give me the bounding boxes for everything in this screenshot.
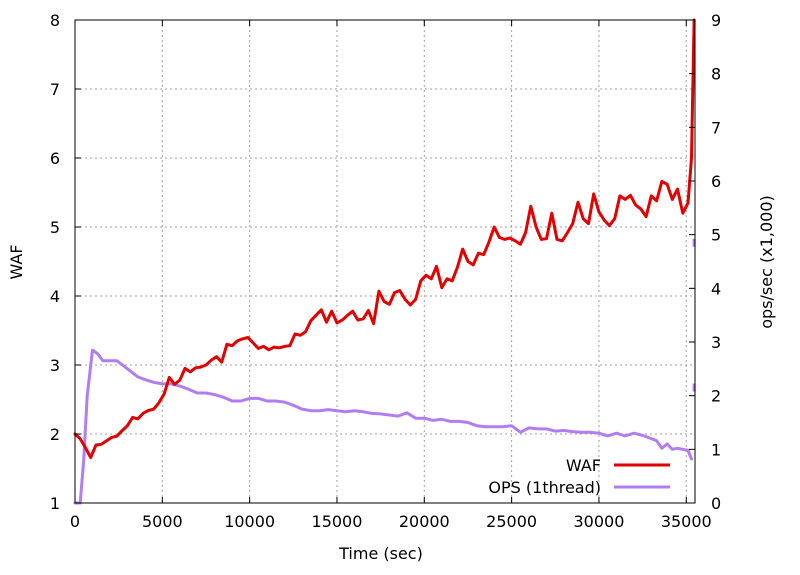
grid-lines <box>75 20 695 503</box>
y2-tick-label: 7 <box>711 118 721 137</box>
y2-tick-label: 8 <box>711 65 721 84</box>
y-tick-label: 8 <box>50 11 60 30</box>
y-tick-label: 2 <box>50 425 60 444</box>
series-line-waf <box>73 18 696 459</box>
x-axis-label: Time (sec) <box>338 544 423 563</box>
x-tick-label: 15000 <box>312 512 363 531</box>
x-tick-label: 0 <box>70 512 80 531</box>
y-tick-label: 6 <box>50 149 60 168</box>
y2-tick-label: 9 <box>711 11 721 30</box>
legend-label-ops: OPS (1thread) <box>488 478 601 497</box>
legend: WAF OPS (1thread) <box>488 456 670 497</box>
y2-tick-label: 5 <box>711 226 721 245</box>
y-tick-label: 4 <box>50 287 60 306</box>
x-tick-label: 5000 <box>142 512 183 531</box>
y-tick-label: 3 <box>50 356 60 375</box>
y2-tick-label: 0 <box>711 494 721 513</box>
y2-tick-label: 3 <box>711 333 721 352</box>
plot-series <box>73 18 696 505</box>
y-tick-label: 1 <box>50 494 60 513</box>
x-tick-label: 30000 <box>573 512 624 531</box>
y2-tick-label: 4 <box>711 279 721 298</box>
y2-tick-label: 1 <box>711 440 721 459</box>
plot-frame <box>74 19 696 504</box>
tick-labels: 0 5000 10000 15000 20000 25000 30000 35000 1 2 3 4 5… <box>50 11 721 531</box>
x-tick-label: 25000 <box>486 512 537 531</box>
y2-axis-label: ops/sec (x1,000) <box>757 195 776 329</box>
y-tick-label: 7 <box>50 80 60 99</box>
axes <box>74 19 696 504</box>
series-line-ops <box>73 348 693 505</box>
y2-tick-label: 2 <box>711 387 721 406</box>
y-tick-label: 5 <box>50 218 60 237</box>
y2-tick-label: 6 <box>711 172 721 191</box>
x-tick-label: 20000 <box>399 512 450 531</box>
x-tick-label: 35000 <box>661 512 712 531</box>
y-axis-label: WAF <box>7 244 26 279</box>
legend-label-waf: WAF <box>566 456 601 475</box>
x-tick-label: 10000 <box>224 512 275 531</box>
